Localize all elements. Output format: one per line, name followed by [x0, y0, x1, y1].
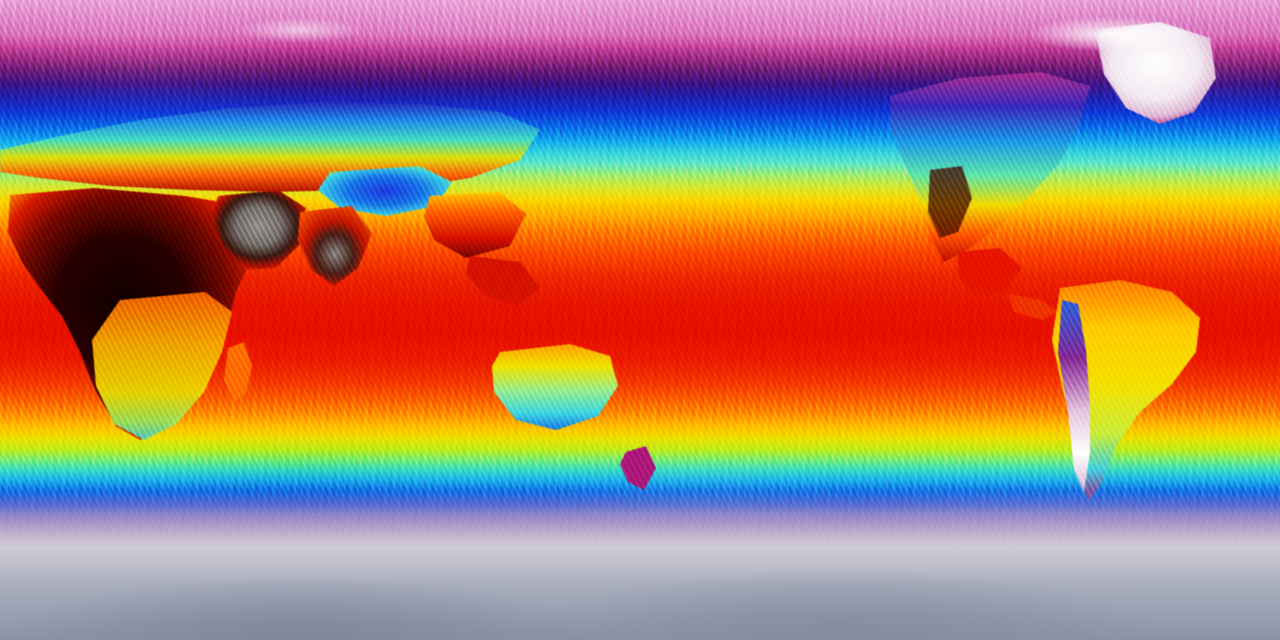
continent-north-america — [890, 72, 1090, 320]
central-america — [1008, 294, 1058, 320]
rocky-mountains — [928, 166, 972, 238]
east-asia — [424, 192, 526, 258]
antarctica — [0, 490, 1280, 640]
madagascar — [224, 342, 252, 402]
arctic-ice-cap — [0, 0, 1280, 54]
continent-eurasia — [0, 102, 540, 306]
continent-south-america — [1052, 280, 1200, 500]
andes-mountains — [1058, 300, 1090, 492]
indian-subcontinent — [298, 206, 372, 286]
southeast-asia — [466, 256, 540, 306]
mexico — [958, 248, 1022, 296]
tibetan-plateau — [318, 166, 452, 216]
continent-africa — [8, 188, 262, 440]
region-arabia — [212, 190, 306, 270]
new-zealand — [620, 446, 656, 490]
continent-australia — [492, 344, 656, 490]
